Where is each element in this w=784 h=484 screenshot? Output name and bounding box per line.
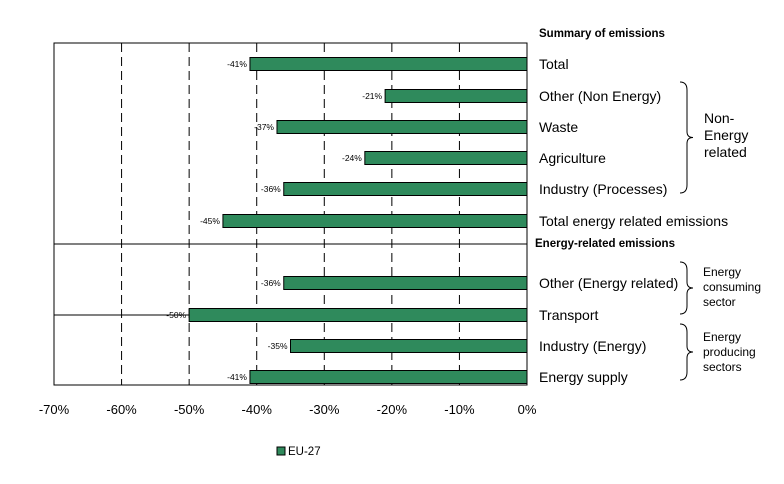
section-heading-energy: Energy-related emissions: [535, 238, 675, 250]
group-label-energy-consuming: consuming: [703, 280, 761, 294]
group-label-energy-producing: producing: [703, 345, 756, 359]
bar-value-label: -24%: [342, 153, 362, 163]
bar: [249, 57, 528, 71]
category-label: Agriculture: [539, 150, 606, 166]
category-label: Other (Non Energy): [539, 88, 661, 104]
x-tick-label: -60%: [106, 402, 137, 417]
category-label: Other (Energy related): [539, 275, 678, 291]
bar-value-label: -45%: [200, 216, 220, 226]
category-label: Total: [539, 56, 569, 72]
x-tick-label: -20%: [377, 402, 408, 417]
bar: [283, 182, 528, 196]
group-label-energy-consuming: Energy: [703, 265, 741, 279]
category-label: Total energy related emissions: [539, 213, 728, 229]
group-label-non-energy: Non-: [704, 110, 735, 126]
brace-non-energy: [679, 81, 694, 194]
x-tick-label: -50%: [174, 402, 205, 417]
bar: [249, 370, 528, 384]
x-tick-label: -70%: [39, 402, 70, 417]
bar-value-label: -35%: [268, 341, 288, 351]
bar: [188, 308, 528, 322]
category-label: Energy supply: [539, 369, 628, 385]
category-label: Industry (Energy): [539, 338, 646, 354]
bar-value-label: -36%: [261, 278, 281, 288]
legend-label: EU-27: [288, 446, 321, 458]
bar-value-label: -36%: [261, 184, 281, 194]
x-tick-label: -10%: [444, 402, 475, 417]
x-tick-label: 0%: [518, 402, 537, 417]
group-label-energy-consuming: sector: [703, 295, 736, 309]
brace-energy-consuming: [679, 261, 694, 315]
bar-value-label: -41%: [227, 59, 247, 69]
bar: [364, 151, 528, 165]
group-label-non-energy: Energy: [704, 127, 748, 143]
group-label-non-energy: related: [704, 144, 747, 160]
x-tick-label: -30%: [309, 402, 340, 417]
brace-energy-producing: [679, 323, 694, 381]
legend-swatch: [276, 446, 286, 456]
bar-value-label: -50%: [166, 310, 186, 320]
x-tick-label: -40%: [242, 402, 273, 417]
category-label: Waste: [539, 119, 578, 135]
bar: [283, 276, 528, 290]
bar: [276, 120, 528, 134]
category-label: Transport: [539, 307, 599, 323]
group-label-energy-producing: Energy: [703, 330, 741, 344]
bar-value-label: -41%: [227, 372, 247, 382]
group-label-energy-producing: sectors: [703, 360, 742, 374]
bar-value-label: -37%: [254, 122, 274, 132]
bar: [222, 214, 528, 228]
bar: [384, 89, 528, 103]
bar-value-label: -21%: [362, 91, 382, 101]
section-heading-summary: Summary of emissions: [539, 28, 665, 40]
category-label: Industry (Processes): [539, 181, 667, 197]
bar: [290, 339, 528, 353]
